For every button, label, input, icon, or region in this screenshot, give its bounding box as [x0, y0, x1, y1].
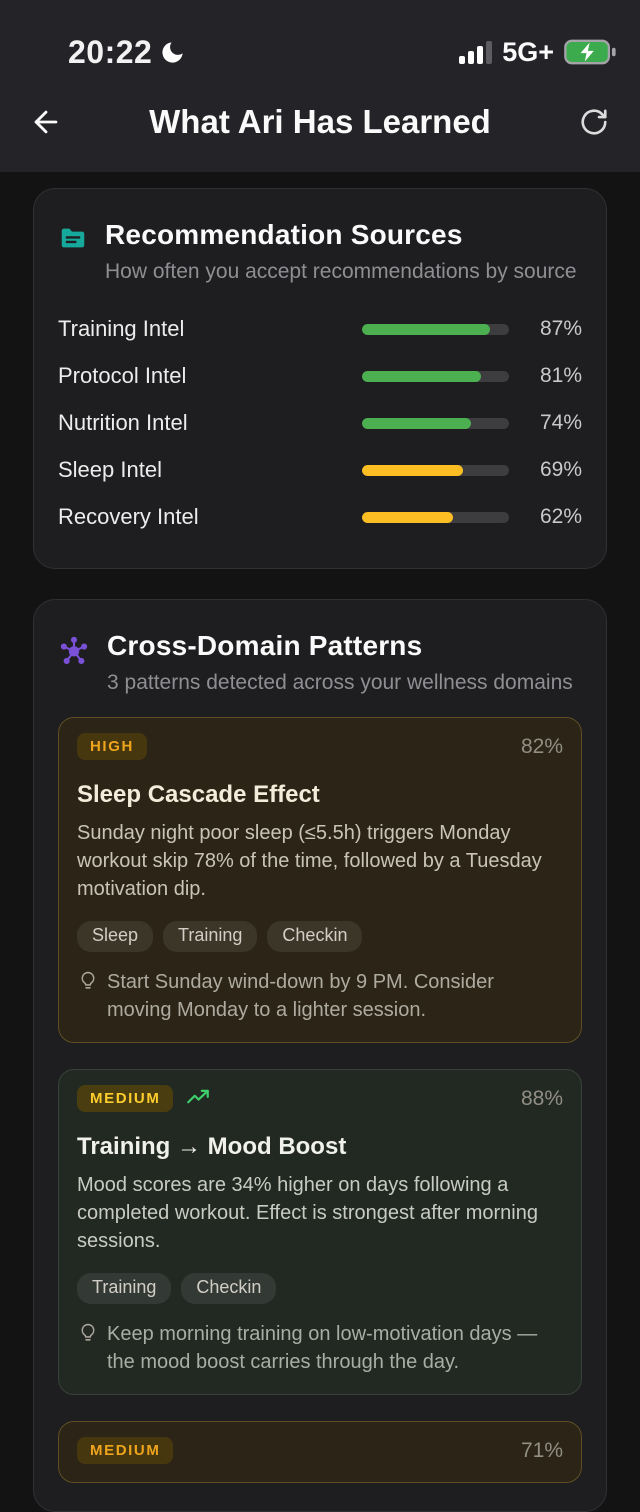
page-title: What Ari Has Learned	[149, 103, 491, 140]
pattern-tip-text: Start Sunday wind-down by 9 PM. Consider…	[107, 971, 494, 1021]
refresh-icon	[579, 107, 609, 137]
moon-focus-icon	[159, 39, 186, 66]
source-label: Recovery Intel	[58, 504, 199, 529]
confidence-badge: MEDIUM	[77, 1085, 174, 1112]
confidence-badge: HIGH	[77, 733, 147, 760]
pattern-tags: Training Checkin	[77, 1273, 563, 1304]
source-bar-fill	[362, 323, 490, 335]
content: Recommendation Sources How often you acc…	[0, 172, 640, 1512]
source-row: Protocol Intel 81%	[58, 361, 582, 391]
source-row: Nutrition Intel 74%	[58, 408, 582, 438]
source-bar-track	[362, 323, 509, 335]
pattern-card: MEDIUM 71%	[58, 1421, 582, 1483]
pattern-title: Training → Mood Boost	[77, 1133, 347, 1160]
domain-tag: Sleep	[77, 921, 154, 952]
confidence-badge: MEDIUM	[77, 1437, 174, 1464]
source-value: 81%	[539, 364, 582, 387]
cross-domain-patterns-card: Cross-Domain Patterns 3 patterns detecte…	[33, 599, 607, 1512]
pattern-description: Sunday night poor sleep (≤5.5h) triggers…	[77, 822, 542, 900]
back-arrow-icon	[29, 105, 63, 139]
pattern-confidence: 71%	[520, 1438, 563, 1462]
battery-charging-icon	[564, 39, 616, 65]
recommendation-sources-card: Recommendation Sources How often you acc…	[33, 188, 607, 569]
pattern-card: HIGH 82% Sleep Cascade Effect Sunday nig…	[58, 717, 582, 1043]
source-bar-fill	[362, 370, 482, 382]
source-value: 87%	[539, 317, 582, 340]
pattern-title: Sleep Cascade Effect	[77, 781, 320, 808]
pattern-tip-text: Keep morning training on low-motivation …	[107, 1323, 538, 1373]
source-bar-track	[362, 370, 509, 382]
source-row: Training Intel 87%	[58, 314, 582, 344]
domain-tag: Training	[163, 921, 258, 952]
top-chrome: 20:22 5G+ What Ari Has Learned	[0, 0, 640, 172]
domain-tag: Training	[77, 1273, 172, 1304]
pattern-confidence: 82%	[520, 734, 563, 758]
domain-tag: Checkin	[267, 921, 363, 952]
source-bar-track	[362, 464, 509, 476]
patterns-card-subtitle: 3 patterns detected across your wellness…	[107, 671, 573, 694]
source-bar-fill	[362, 511, 454, 523]
refresh-button[interactable]	[570, 98, 618, 146]
source-label: Nutrition Intel	[58, 410, 188, 435]
lightbulb-icon	[77, 1322, 99, 1376]
status-time: 20:22	[68, 33, 153, 70]
sources-card-title: Recommendation Sources	[105, 219, 463, 250]
network-hub-icon	[58, 634, 90, 666]
source-value: 74%	[539, 411, 582, 434]
back-button[interactable]	[22, 98, 70, 146]
patterns-card-title: Cross-Domain Patterns	[107, 630, 423, 661]
lightbulb-icon	[77, 970, 99, 1024]
status-bar: 20:22 5G+	[0, 0, 640, 82]
pattern-confidence: 88%	[520, 1086, 563, 1110]
pattern-list: HIGH 82% Sleep Cascade Effect Sunday nig…	[58, 717, 582, 1483]
source-value: 69%	[539, 458, 582, 481]
source-rows: Training Intel 87% Protocol Intel 81% Nu…	[58, 314, 582, 532]
pattern-card: MEDIUM 88% Training → Mood Boost Mood sc…	[58, 1069, 582, 1395]
source-label: Training Intel	[58, 316, 185, 341]
network-type-label: 5G+	[502, 36, 554, 67]
sources-card-subtitle: How often you accept recommendations by …	[105, 260, 577, 283]
source-value: 62%	[539, 505, 582, 528]
domain-tag: Checkin	[181, 1273, 277, 1304]
source-bar-track	[362, 417, 509, 429]
source-row: Sleep Intel 69%	[58, 455, 582, 485]
pattern-tip: Keep morning training on low-motivation …	[77, 1320, 563, 1376]
pattern-tags: Sleep Training Checkin	[77, 921, 563, 952]
pattern-tip: Start Sunday wind-down by 9 PM. Consider…	[77, 968, 563, 1024]
source-bar-track	[362, 511, 509, 523]
cell-signal-icon	[459, 40, 493, 64]
source-label: Sleep Intel	[58, 457, 162, 482]
source-bar-fill	[362, 417, 471, 429]
source-bar-fill	[362, 464, 464, 476]
source-row: Recovery Intel 62%	[58, 502, 582, 532]
source-label: Protocol Intel	[58, 363, 187, 388]
nav-bar: What Ari Has Learned	[0, 82, 640, 162]
pattern-description: Mood scores are 34% higher on days follo…	[77, 1174, 538, 1252]
folder-sources-icon	[58, 223, 88, 253]
trend-up-icon	[185, 1086, 211, 1112]
